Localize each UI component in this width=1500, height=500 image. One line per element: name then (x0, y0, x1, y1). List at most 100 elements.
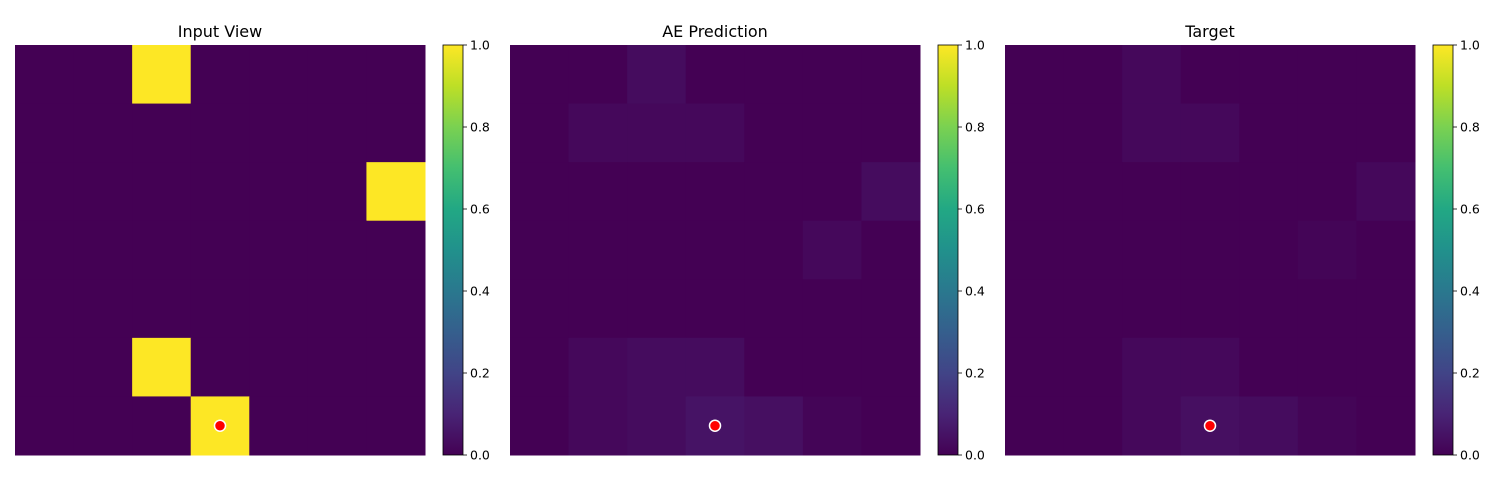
heatmap-cell (1239, 396, 1299, 456)
heatmap-cell (1297, 279, 1357, 339)
heatmap-cell (510, 279, 570, 339)
heatmap-cell (627, 103, 687, 163)
heatmap-cell (568, 45, 628, 105)
heatmap-cell (1005, 396, 1065, 456)
heatmap-cell (861, 162, 921, 222)
colorbar-tick-label: 0.2 (1460, 366, 1480, 381)
heatmap-cell (685, 220, 745, 280)
heatmap-cell (73, 45, 133, 105)
heatmap-cells (1005, 45, 1416, 456)
heatmap-cell (1063, 337, 1123, 397)
heatmap-cell (132, 220, 192, 280)
heatmap-cell (861, 396, 921, 456)
heatmap-cell (307, 45, 367, 105)
heatmap-cell (861, 220, 921, 280)
heatmap-cell (132, 279, 192, 339)
chart-title: AE Prediction (662, 22, 768, 41)
heatmap-cell (1356, 220, 1416, 280)
colorbar-tick-label: 1.0 (1460, 38, 1480, 53)
heatmap-cell (510, 337, 570, 397)
heatmap-cell (1063, 162, 1123, 222)
heatmap-cell (685, 103, 745, 163)
heatmap-cell (1356, 396, 1416, 456)
heatmap-cell (15, 162, 75, 222)
heatmap-cell (802, 45, 862, 105)
heatmap-cell (744, 396, 804, 456)
heatmap-cell (1063, 396, 1123, 456)
heatmap-cell (307, 279, 367, 339)
colorbar-tick-label: 0.8 (965, 120, 985, 135)
heatmap-cell (627, 337, 687, 397)
heatmap-cell (861, 45, 921, 105)
colorbar-gradient (1432, 44, 1454, 456)
heatmap-cell (627, 279, 687, 339)
heatmap-cell (1005, 162, 1065, 222)
heatmap-cell (1297, 337, 1357, 397)
heatmap-cell (802, 103, 862, 163)
heatmap-cell (132, 103, 192, 163)
heatmap-cell (685, 279, 745, 339)
heatmap-cell (685, 162, 745, 222)
colorbar: 0.0 0.2 0.4 0.6 0.8 1.0 (937, 38, 985, 463)
heatmap-cell (249, 103, 309, 163)
colorbar-tick-label: 0.2 (470, 366, 490, 381)
colorbar-tick-label: 0.0 (470, 448, 490, 463)
heatmap-cell (1297, 396, 1357, 456)
heatmap-cell (73, 162, 133, 222)
heatmap-cell (307, 396, 367, 456)
heatmap-cell (627, 162, 687, 222)
heatmap-cell (249, 162, 309, 222)
heatmap-cell (802, 279, 862, 339)
heatmap-cell (1239, 279, 1299, 339)
heatmap-cell (249, 279, 309, 339)
heatmap-cell (1297, 220, 1357, 280)
heatmap-cell (802, 396, 862, 456)
heatmap-cell (1180, 220, 1240, 280)
colorbar-tick-label: 0.0 (965, 448, 985, 463)
heatmap-cell (627, 45, 687, 105)
heatmap-cell (15, 103, 75, 163)
heatmap-cell (190, 162, 250, 222)
heatmap-cell (510, 103, 570, 163)
heatmap-cell (861, 103, 921, 163)
heatmap-cells (510, 45, 921, 456)
heatmap-cell (249, 220, 309, 280)
colorbar-tick-label: 0.4 (965, 284, 985, 299)
heatmap-cell (568, 220, 628, 280)
heatmap-cell (15, 45, 75, 105)
heatmap-cell (1239, 337, 1299, 397)
heatmap-cell (1239, 45, 1299, 105)
heatmap-cell (1297, 45, 1357, 105)
heatmap-cell (190, 337, 250, 397)
colorbar: 0.0 0.2 0.4 0.6 0.8 1.0 (1432, 38, 1480, 463)
heatmap-cell (73, 396, 133, 456)
heatmap-cell (1005, 279, 1065, 339)
heatmap-cell (1180, 279, 1240, 339)
position-marker (708, 419, 722, 432)
heatmap-cell (744, 45, 804, 105)
colorbar-tick-label: 0.2 (965, 366, 985, 381)
heatmap-cell (190, 103, 250, 163)
heatmap-cell (73, 103, 133, 163)
heatmap-cell (249, 45, 309, 105)
heatmap-cell (744, 103, 804, 163)
colorbar-tick-label: 0.0 (1460, 448, 1480, 463)
heatmap-cell (685, 45, 745, 105)
heatmap-cell (1356, 279, 1416, 339)
heatmap-cell (366, 103, 426, 163)
panel-input-view: Input View 0.0 0.2 0.4 0.6 0.8 1.0 (15, 22, 490, 463)
heatmap-cell (190, 220, 250, 280)
heatmap-cell (1005, 337, 1065, 397)
heatmap-cell (366, 45, 426, 105)
heatmap-cell (568, 337, 628, 397)
colorbar-gradient (442, 44, 464, 456)
heatmap-cell (307, 103, 367, 163)
heatmap-cell (744, 162, 804, 222)
heatmap-cell (73, 220, 133, 280)
heatmap-cell (1005, 220, 1065, 280)
heatmap-cell (568, 396, 628, 456)
heatmap-cell (1297, 103, 1357, 163)
position-marker (1203, 419, 1217, 432)
heatmap-cell (1122, 279, 1182, 339)
